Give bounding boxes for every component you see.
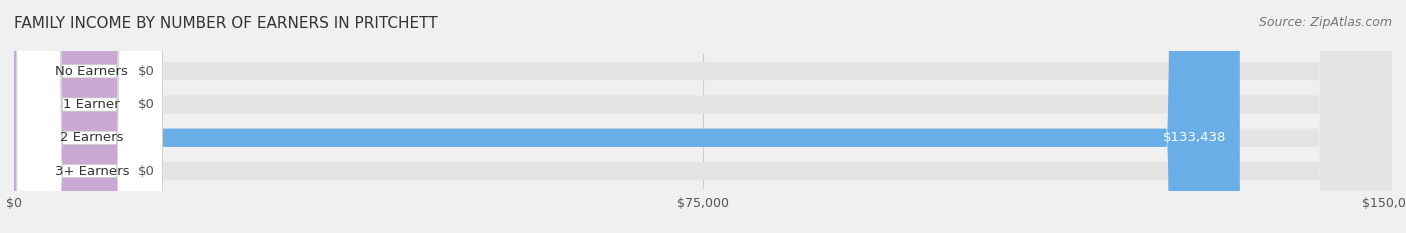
Text: $0: $0 bbox=[138, 98, 155, 111]
Text: Source: ZipAtlas.com: Source: ZipAtlas.com bbox=[1258, 16, 1392, 29]
FancyBboxPatch shape bbox=[14, 0, 1240, 233]
FancyBboxPatch shape bbox=[14, 0, 1392, 233]
FancyBboxPatch shape bbox=[14, 0, 1392, 233]
Text: $0: $0 bbox=[138, 164, 155, 178]
Text: FAMILY INCOME BY NUMBER OF EARNERS IN PRITCHETT: FAMILY INCOME BY NUMBER OF EARNERS IN PR… bbox=[14, 16, 437, 31]
FancyBboxPatch shape bbox=[14, 0, 131, 233]
Text: 2 Earners: 2 Earners bbox=[60, 131, 124, 144]
FancyBboxPatch shape bbox=[17, 0, 162, 233]
Text: No Earners: No Earners bbox=[55, 65, 128, 78]
FancyBboxPatch shape bbox=[14, 0, 1392, 233]
FancyBboxPatch shape bbox=[17, 0, 162, 233]
Text: $133,438: $133,438 bbox=[1163, 131, 1226, 144]
Text: $0: $0 bbox=[138, 65, 155, 78]
FancyBboxPatch shape bbox=[14, 0, 131, 233]
Text: 3+ Earners: 3+ Earners bbox=[55, 164, 129, 178]
Text: 1 Earner: 1 Earner bbox=[63, 98, 120, 111]
FancyBboxPatch shape bbox=[17, 0, 162, 233]
FancyBboxPatch shape bbox=[14, 0, 1392, 233]
FancyBboxPatch shape bbox=[14, 0, 131, 233]
FancyBboxPatch shape bbox=[17, 0, 162, 233]
